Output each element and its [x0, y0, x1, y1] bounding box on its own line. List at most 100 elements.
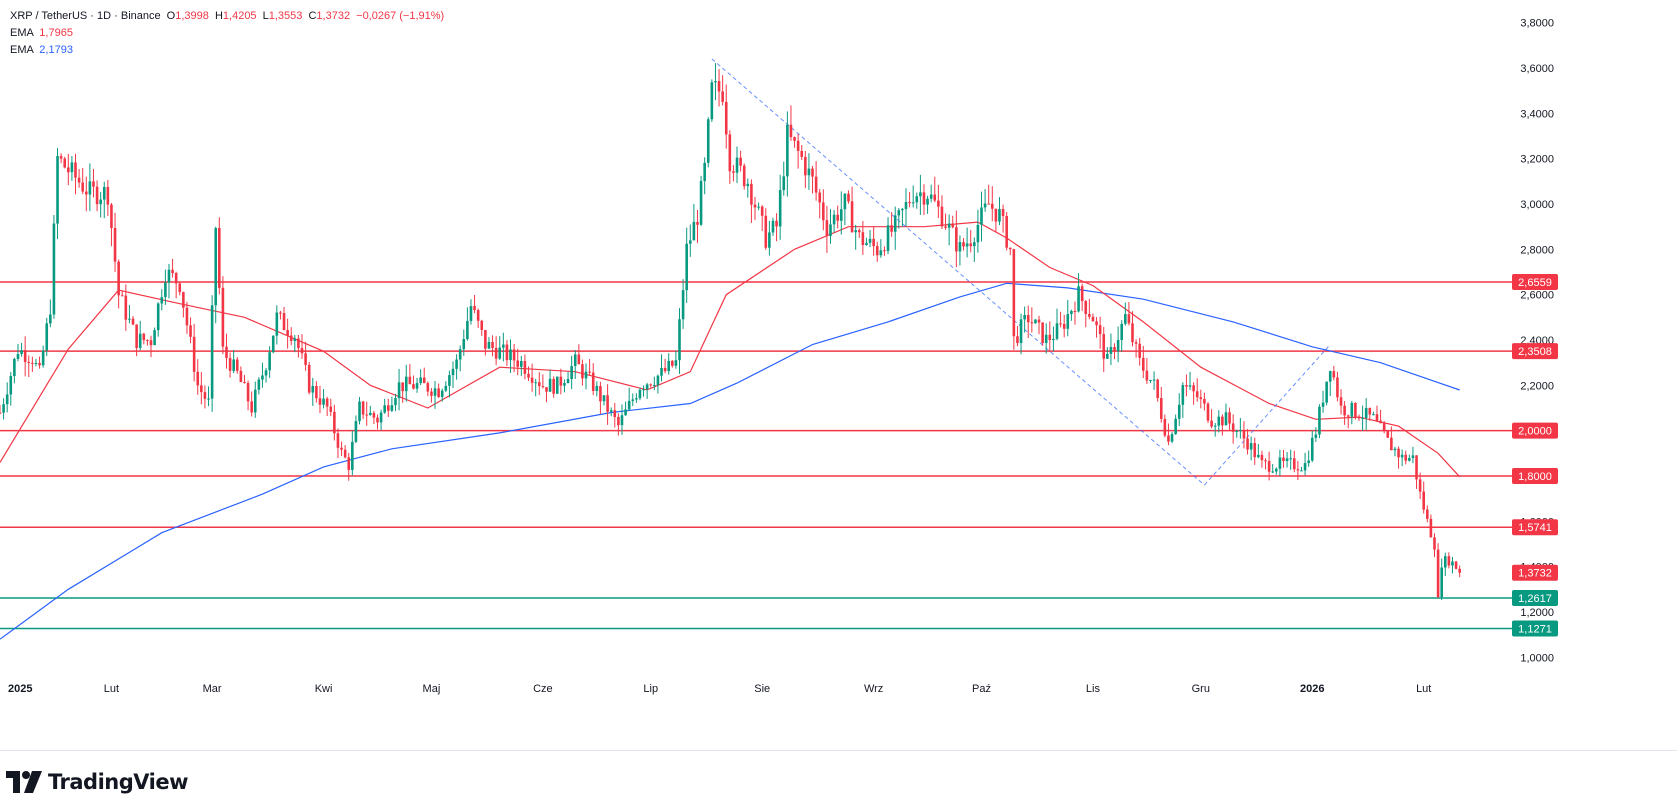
candle-body [1077, 286, 1080, 312]
candle-body [868, 238, 872, 243]
x-tick-label: Lut [104, 683, 119, 695]
candle-body [1016, 336, 1019, 344]
candle-body [1368, 407, 1372, 415]
candle-body [210, 305, 214, 399]
level-tag-label: 1,5741 [1518, 522, 1552, 534]
candle-body [404, 376, 408, 392]
candle-body [908, 202, 911, 204]
candle-body [1454, 561, 1458, 569]
candle-body [117, 261, 120, 296]
candle-body [336, 433, 340, 448]
candle-body [721, 91, 724, 102]
candle-body [1102, 334, 1106, 359]
candle-body [566, 379, 570, 384]
candle-body [836, 214, 839, 221]
x-tick-label: Kwi [315, 683, 333, 695]
candle-body [1382, 423, 1386, 432]
candle-body [620, 415, 624, 426]
candle-body [1285, 458, 1289, 462]
ema-slow-row[interactable]: EMA 2,1793 [10, 42, 444, 59]
candle-body [74, 162, 77, 178]
candle-body [1206, 403, 1210, 421]
x-tick-label: Sie [754, 683, 770, 695]
candle-body [922, 192, 926, 205]
candle-body [825, 220, 829, 236]
candle-body [268, 352, 271, 371]
candle-body [433, 388, 437, 396]
candle-body [1008, 247, 1012, 250]
candle-body [340, 447, 343, 450]
candle-body [469, 306, 473, 321]
x-tick-label: 2026 [1300, 683, 1324, 695]
candle-body [1350, 402, 1354, 417]
candle-body [379, 412, 383, 423]
candle-body [1106, 353, 1109, 359]
y-tick-label: 3,4000 [1520, 108, 1554, 120]
candle-body [1213, 425, 1217, 427]
candle-body [232, 359, 235, 371]
candle-body [545, 387, 548, 392]
candle-body [1181, 385, 1185, 405]
candle-body [16, 354, 20, 359]
level-tag-label: 2,6559 [1518, 277, 1552, 289]
candle-body [261, 375, 264, 380]
candle-body [311, 385, 315, 393]
ema-fast-row[interactable]: EMA 1,7965 [10, 25, 444, 42]
candle-body [523, 361, 527, 374]
candle-body [462, 339, 466, 350]
candle-body [1415, 455, 1418, 480]
candle-body [1397, 448, 1400, 458]
candle-body [1124, 314, 1127, 324]
candle-body [315, 385, 318, 399]
candle-body [1012, 249, 1016, 337]
candle-body [699, 180, 703, 225]
candle-body [757, 206, 760, 208]
candle-body [192, 336, 196, 372]
candle-body [1203, 398, 1206, 404]
candle-body [940, 206, 944, 227]
tradingview-logo[interactable]: TradingView [6, 770, 188, 794]
ema-lines [0, 221, 1461, 640]
candle-body [1163, 418, 1167, 436]
candle-body [1411, 455, 1415, 459]
candle-body [584, 371, 588, 379]
candle-body [969, 243, 973, 247]
candle-body [1127, 314, 1131, 324]
candle-body [31, 362, 34, 364]
ema-slow-value: 2,1793 [39, 44, 73, 56]
y-tick-label: 3,8000 [1520, 18, 1554, 30]
candle-body [624, 409, 627, 416]
candle-body [1314, 434, 1318, 438]
candle-body [494, 347, 498, 359]
candle-body [944, 226, 947, 228]
candle-body [516, 360, 520, 367]
candle-body [1210, 420, 1213, 427]
candle-body [1231, 423, 1235, 432]
candle-body [1152, 379, 1156, 381]
candle-body [822, 202, 825, 221]
candle-body [1001, 209, 1005, 217]
candle-body [667, 360, 671, 372]
candle-body [742, 165, 746, 187]
candle-body [99, 199, 102, 205]
candle-body [1177, 404, 1181, 419]
candle-body [27, 361, 31, 363]
footer-divider [0, 750, 1677, 751]
candle-body [164, 282, 167, 298]
candle-body [512, 349, 516, 361]
candle-body [426, 383, 430, 392]
candle-body [23, 350, 27, 362]
candle-body [102, 186, 106, 200]
x-tick-label: 2025 [8, 683, 32, 695]
candle-body [282, 313, 286, 331]
candle-body [491, 342, 494, 348]
x-tick-label: Paź [972, 683, 991, 695]
candle-body [1098, 325, 1102, 335]
candle-body [883, 250, 886, 252]
candle-body [0, 412, 2, 414]
candle-body [973, 242, 976, 247]
level-tag [1512, 343, 1558, 360]
candle-body [955, 227, 958, 252]
candle-body [1257, 454, 1260, 458]
